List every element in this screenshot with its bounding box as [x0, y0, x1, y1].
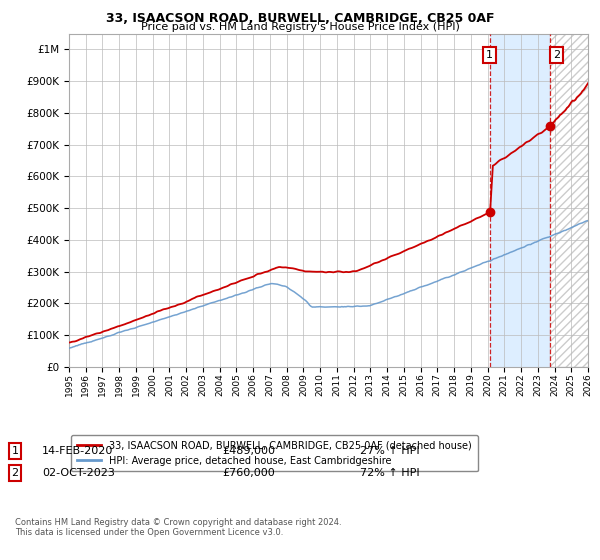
Text: Price paid vs. HM Land Registry's House Price Index (HPI): Price paid vs. HM Land Registry's House … — [140, 22, 460, 32]
Text: 2: 2 — [553, 50, 560, 60]
Text: £489,000: £489,000 — [222, 446, 275, 456]
Bar — [490, 34, 550, 367]
Legend: 33, ISAACSON ROAD, BURWELL, CAMBRIDGE, CB25 0AF (detached house), HPI: Average p: 33, ISAACSON ROAD, BURWELL, CAMBRIDGE, C… — [71, 435, 478, 472]
Text: 33, ISAACSON ROAD, BURWELL, CAMBRIDGE, CB25 0AF: 33, ISAACSON ROAD, BURWELL, CAMBRIDGE, C… — [106, 12, 494, 25]
Text: 27% ↑ HPI: 27% ↑ HPI — [360, 446, 419, 456]
Text: £760,000: £760,000 — [222, 468, 275, 478]
Text: Contains HM Land Registry data © Crown copyright and database right 2024.
This d: Contains HM Land Registry data © Crown c… — [15, 518, 341, 538]
Bar — [550, 34, 596, 367]
Text: 14-FEB-2020: 14-FEB-2020 — [42, 446, 113, 456]
Text: 1: 1 — [486, 50, 493, 60]
Text: 2: 2 — [11, 468, 19, 478]
Text: 72% ↑ HPI: 72% ↑ HPI — [360, 468, 419, 478]
Text: 1: 1 — [11, 446, 19, 456]
Text: 02-OCT-2023: 02-OCT-2023 — [42, 468, 115, 478]
